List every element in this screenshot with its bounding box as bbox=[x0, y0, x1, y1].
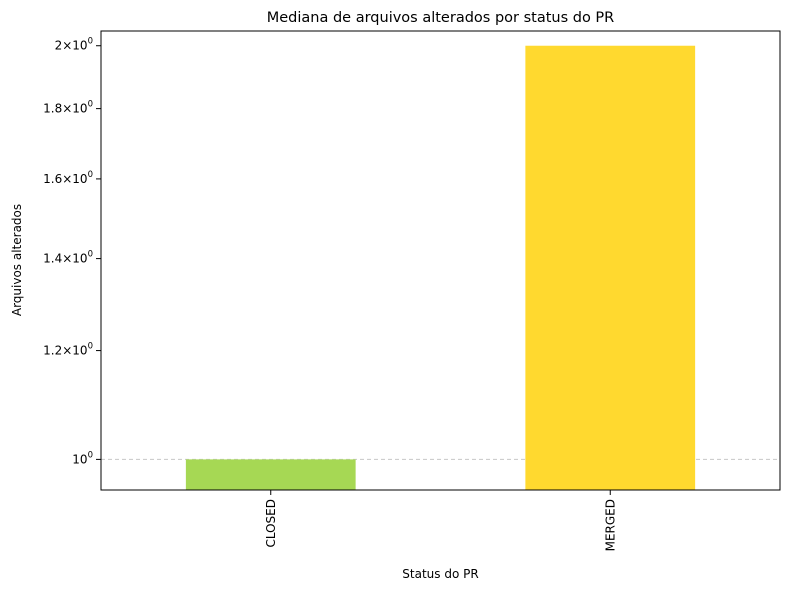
chart-title: Mediana de arquivos alterados por status… bbox=[267, 10, 615, 26]
bar-closed bbox=[185, 459, 356, 490]
y-tick-label: 1.2×100 bbox=[43, 342, 93, 358]
y-tick-label: 2×100 bbox=[55, 37, 93, 53]
plot-area: CLOSED MERGED 100 1.2×100 1.4×100 1.6×100 1.8×… bbox=[43, 30, 781, 551]
y-tick-label: 1.4×100 bbox=[43, 250, 93, 266]
y-axis-label: Arquivos alterados bbox=[10, 204, 24, 316]
bar-merged bbox=[525, 45, 696, 490]
y-tick-label: 1.8×100 bbox=[43, 100, 93, 116]
x-axis-label: Status do PR bbox=[402, 567, 478, 581]
x-tick-label: MERGED bbox=[603, 499, 617, 551]
y-tick-label: 1.6×100 bbox=[43, 170, 93, 186]
y-tick-label: 100 bbox=[72, 450, 93, 466]
plot-frame bbox=[100, 30, 781, 491]
x-tick-label: CLOSED bbox=[264, 499, 278, 548]
